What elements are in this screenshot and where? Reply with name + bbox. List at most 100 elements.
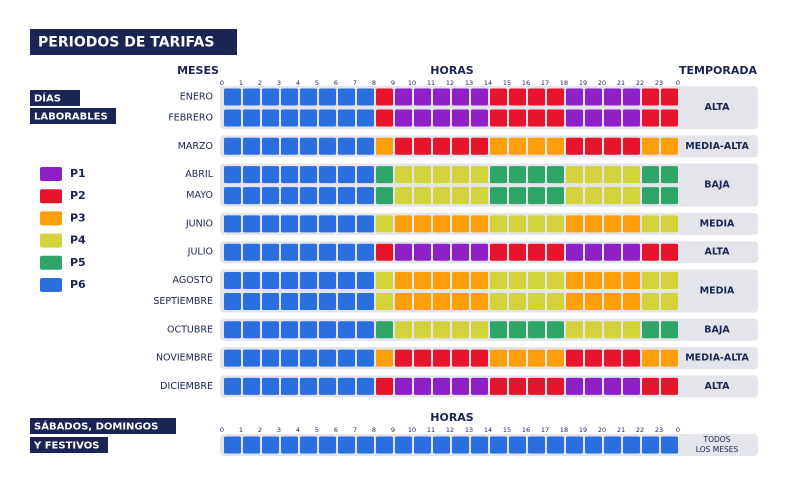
period-cell [395, 187, 412, 205]
period-cell [642, 349, 659, 367]
period-cell [471, 377, 488, 395]
period-cell [281, 349, 298, 367]
period-cell [566, 243, 583, 261]
period-cell [471, 272, 488, 289]
season-label: ALTA [705, 247, 731, 258]
period-cell [414, 88, 431, 106]
period-cell [319, 88, 336, 106]
legend-label: P1 [70, 167, 86, 180]
period-cell [623, 436, 640, 454]
period-cell [623, 349, 640, 367]
legend-swatch [40, 278, 62, 292]
period-cell [300, 187, 317, 205]
period-cell [224, 215, 241, 233]
period-cell [490, 293, 507, 310]
period-cell [395, 349, 412, 367]
period-cell [357, 436, 374, 454]
period-cell [490, 436, 507, 454]
period-cell [604, 166, 621, 184]
hour-label: 2 [258, 79, 262, 87]
period-cell [585, 88, 602, 106]
period-cell [433, 187, 450, 205]
period-cell [528, 137, 545, 155]
legend-label: P6 [70, 278, 86, 291]
period-cell [642, 272, 659, 289]
period-cell [224, 243, 241, 261]
period-cell [433, 321, 450, 339]
period-cell [281, 215, 298, 233]
period-cell [623, 272, 640, 289]
period-cell [604, 377, 621, 395]
month-label: AGOSTO [173, 275, 213, 286]
period-cell [490, 166, 507, 184]
period-cell [357, 349, 374, 367]
period-cell [281, 166, 298, 184]
period-cell [414, 137, 431, 155]
period-cell [224, 109, 241, 127]
period-cell [604, 88, 621, 106]
period-cell [243, 109, 260, 127]
hours-header: HORAS [430, 64, 474, 77]
period-cell [433, 88, 450, 106]
period-cell [319, 377, 336, 395]
period-cell [604, 436, 621, 454]
period-cell [300, 137, 317, 155]
period-cell [376, 187, 393, 205]
period-cell [300, 243, 317, 261]
period-cell [262, 166, 279, 184]
period-cell [490, 272, 507, 289]
period-cell [414, 109, 431, 127]
period-cell [661, 215, 678, 233]
period-cell [414, 272, 431, 289]
period-cell [433, 137, 450, 155]
month-label: JULIO [187, 247, 213, 258]
period-cell [528, 166, 545, 184]
period-cell [281, 88, 298, 106]
period-cell [509, 243, 526, 261]
period-cell [471, 349, 488, 367]
period-cell [471, 166, 488, 184]
title: PERIODOS DE TARIFAS [38, 35, 214, 51]
label: LABORABLES [34, 112, 108, 123]
period-cell [528, 109, 545, 127]
period-cell [452, 349, 469, 367]
period-cell [471, 137, 488, 155]
hour-label: 19 [579, 426, 587, 434]
hour-label: 14 [484, 426, 492, 434]
period-cell [338, 109, 355, 127]
period-cell [623, 215, 640, 233]
period-cell [566, 293, 583, 310]
period-cell [547, 293, 564, 310]
period-cell [281, 293, 298, 310]
period-cell [414, 187, 431, 205]
period-cell [338, 187, 355, 205]
period-cell [604, 137, 621, 155]
period-cell [376, 293, 393, 310]
period-cell [224, 166, 241, 184]
period-cell [547, 215, 564, 233]
period-cell [566, 166, 583, 184]
period-cell [642, 377, 659, 395]
period-cell [433, 293, 450, 310]
season-label: MEDIA-ALTA [685, 141, 749, 152]
period-cell [300, 436, 317, 454]
period-cell [661, 272, 678, 289]
period-cell [243, 166, 260, 184]
period-cell [490, 321, 507, 339]
period-cell [509, 88, 526, 106]
period-cell [262, 321, 279, 339]
period-cell [224, 88, 241, 106]
period-cell [243, 293, 260, 310]
hour-label: 9 [391, 426, 395, 434]
hours-header: HORAS [430, 411, 474, 424]
period-cell [585, 137, 602, 155]
period-cell [623, 166, 640, 184]
period-cell [490, 88, 507, 106]
period-cell [224, 349, 241, 367]
period-cell [357, 377, 374, 395]
hour-label: 11 [427, 426, 435, 434]
period-cell [604, 272, 621, 289]
hour-label: 0 [676, 79, 680, 87]
hour-label: 16 [522, 79, 530, 87]
period-cell [433, 436, 450, 454]
